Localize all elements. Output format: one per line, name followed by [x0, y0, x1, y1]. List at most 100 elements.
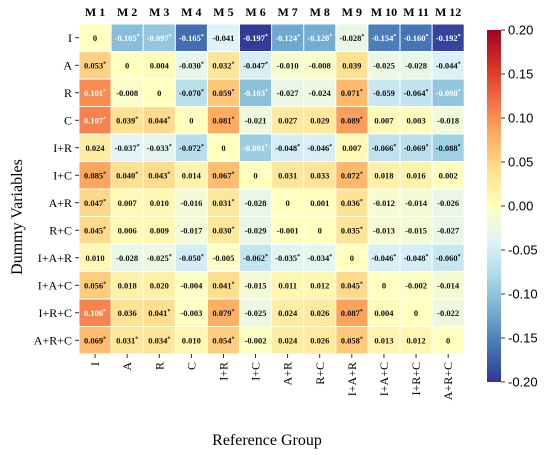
- heatmap-cell: [400, 106, 433, 135]
- cell-value-label: 0.004: [374, 308, 394, 318]
- heatmap-cell: [175, 24, 208, 52]
- cell-value-label: 0: [221, 143, 225, 153]
- cell-value-label: 0.085*: [84, 170, 106, 180]
- cell-value-label: -0.034*: [307, 253, 332, 263]
- cell-value-label: 0.041*: [212, 280, 234, 290]
- heatmap-cell: [303, 134, 337, 162]
- heatmap-cell: [79, 161, 112, 190]
- heatmap-cell: [400, 244, 433, 272]
- heatmap-cell: [175, 271, 208, 300]
- cell-value-label: 0.014: [182, 170, 202, 180]
- cell-value-label: -0.018: [437, 115, 459, 125]
- heatmap-cell: [175, 244, 208, 272]
- heatmap-cell: [175, 106, 208, 135]
- heatmap-cell: [335, 326, 369, 355]
- y-tick-label: R: [64, 86, 72, 100]
- cell-value-label: 0.029: [310, 115, 329, 125]
- column-header: M 6: [245, 5, 265, 19]
- heatmap-cell: [207, 24, 240, 52]
- heatmap-cell: [175, 189, 208, 217]
- cell-value-label: -0.016: [180, 198, 202, 208]
- column-header: M 10: [371, 5, 397, 19]
- cell-value-label: -0.124*: [275, 33, 300, 43]
- cell-value-label: 0.010: [150, 198, 169, 208]
- heatmap-cell: [303, 79, 337, 107]
- cell-value-label: -0.021: [245, 115, 267, 125]
- heatmap-cell: [111, 271, 144, 300]
- cell-value-label: 0: [318, 225, 322, 235]
- colorbar-tick-label: 0.15: [508, 67, 533, 82]
- cell-value-label: -0.066*: [371, 143, 396, 153]
- heatmap-cell: [335, 299, 369, 327]
- heatmap-cell: [143, 244, 176, 272]
- cell-value-label: 0.010: [85, 253, 104, 263]
- cell-value-label: 0.013: [374, 335, 393, 345]
- cell-value-label: 0.031*: [212, 198, 234, 208]
- heatmap-cell: [239, 79, 272, 107]
- heatmap-cell: [175, 134, 208, 162]
- heatmap-cell: [303, 271, 337, 300]
- heatmap-cell: [367, 299, 401, 327]
- heatmap-cell: [367, 271, 401, 300]
- cell-value-label: 0: [189, 115, 193, 125]
- heatmap-cell: [143, 271, 176, 300]
- heatmap-cell: [79, 299, 112, 327]
- heatmap-cell: [335, 161, 369, 190]
- cell-value-label: 0.089*: [341, 115, 363, 125]
- x-tick-label: C: [184, 362, 198, 370]
- heatmap-cell: [79, 51, 112, 80]
- cell-value-label: -0.046*: [307, 143, 332, 153]
- heatmap-cell: [79, 271, 112, 300]
- cell-value-label: 0.012: [310, 280, 329, 290]
- heatmap-cell: [432, 134, 465, 162]
- colorbar: 0.20 0.15 0.10 0.05 0.00 -0.05 -0.10 -0.15 -0.20: [487, 23, 538, 390]
- cell-value-label: -0.012: [373, 198, 395, 208]
- cell-value-label: 0.012: [406, 335, 425, 345]
- cell-value-label: -0.004: [180, 280, 203, 290]
- cell-value-label: 0.016: [406, 170, 425, 180]
- column-header: M 1: [85, 5, 105, 19]
- heatmap-cell: [79, 79, 112, 107]
- heatmap-cell: [367, 216, 401, 245]
- heatmap-cell: [335, 271, 369, 300]
- cell-value-label: -0.097*: [147, 33, 172, 43]
- cell-value-label: 0.027: [278, 115, 298, 125]
- heatmap-cell: [400, 134, 433, 162]
- colorbar-tick-label: -0.10: [508, 287, 538, 302]
- column-header: M 2: [117, 5, 137, 19]
- cell-value-label: 0.036: [118, 308, 137, 318]
- cell-value-label: 0.045*: [341, 280, 363, 290]
- cell-value-label: -0.028: [116, 253, 138, 263]
- cell-value-label: -0.029: [245, 225, 267, 235]
- colorbar-tick-label: 0.05: [508, 155, 533, 170]
- y-tick-label: C: [64, 113, 72, 127]
- x-axis-label: Reference Group: [212, 432, 322, 449]
- heatmap-cell: [400, 189, 433, 217]
- colorbar-tick-label: 0.00: [508, 199, 533, 214]
- colorbar-tick-label: -0.15: [508, 331, 538, 346]
- cell-value-label: -0.027: [437, 225, 460, 235]
- heatmap-cell: [239, 134, 272, 162]
- cell-value-label: 0.047*: [84, 198, 106, 208]
- cell-value-label: 0: [93, 33, 97, 43]
- x-tick-label: R+C: [313, 362, 327, 385]
- heatmap-cell: [335, 51, 369, 80]
- cell-value-label: -0.025*: [147, 253, 172, 263]
- x-tick-label: I+R: [216, 362, 230, 381]
- cell-value-label: 0.041*: [148, 308, 170, 318]
- cell-value-label: 0.045*: [84, 225, 106, 235]
- heatmap-cell: [79, 216, 112, 245]
- heatmap-cell: [175, 51, 208, 80]
- x-tick-label: R: [152, 362, 166, 370]
- heatmap-cell: [239, 106, 272, 135]
- cell-value-label: -0.047*: [243, 60, 268, 70]
- heatmap-cell: [367, 106, 401, 135]
- cell-value-label: -0.165*: [179, 33, 204, 43]
- heatmap-cell: [271, 79, 304, 107]
- cell-value-label: 0.039*: [116, 115, 138, 125]
- heatmap-cell: [432, 161, 465, 190]
- cell-value-label: -0.044*: [436, 60, 461, 70]
- heatmap-cell: [432, 24, 465, 52]
